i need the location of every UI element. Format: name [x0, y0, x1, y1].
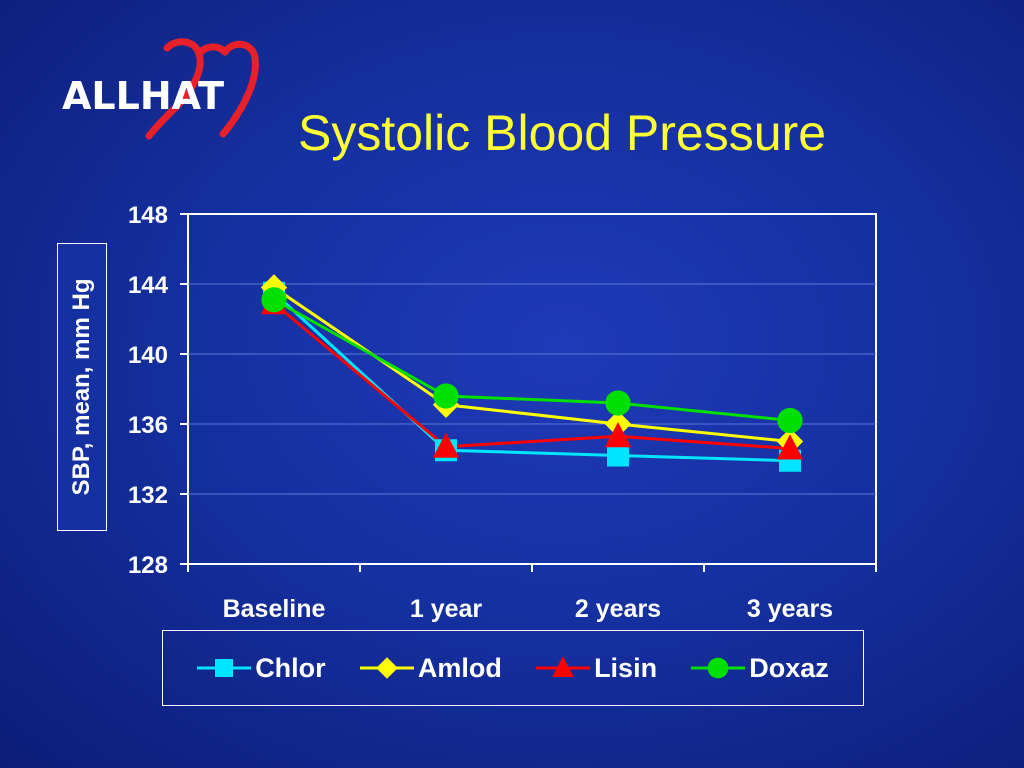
- y-tick-label: 140: [128, 342, 168, 369]
- legend-label: Doxaz: [749, 652, 829, 683]
- data-point-doxaz: [261, 287, 287, 313]
- x-tick-label: 1 year: [410, 595, 483, 623]
- chart-title: Systolic Blood Pressure: [298, 105, 827, 161]
- x-tick-label: Baseline: [223, 595, 326, 623]
- data-point-doxaz: [777, 407, 803, 434]
- allhat-heart-logo: [145, 38, 259, 140]
- legend-swatch-chlor: [197, 659, 252, 677]
- legend-item-amlod: Amlod: [359, 652, 502, 684]
- legend-label: Chlor: [255, 652, 326, 683]
- x-tick-label: 2 years: [575, 595, 661, 623]
- series-line-amlod: [273, 286, 791, 443]
- legend-label: Lisin: [594, 652, 658, 683]
- y-axis-label-box: [57, 243, 107, 531]
- legend-item-lisin: Lisin: [536, 653, 657, 684]
- series-line-chlor: [272, 291, 791, 463]
- data-point-lisin: [604, 421, 632, 448]
- legend-item-doxaz: Doxaz: [691, 653, 829, 684]
- legend-swatch-amlod: [359, 657, 414, 679]
- legend: Chlor Amlod Lisin Doxaz: [162, 630, 864, 706]
- x-axis-ticks: Baseline 1 year 2 years 3 years: [187, 564, 877, 623]
- legend-item-chlor: Chlor: [197, 653, 326, 684]
- data-point-doxaz: [433, 383, 459, 409]
- series-line-lisin: [273, 302, 791, 450]
- allhat-logo-text: ALLHAT: [62, 74, 225, 118]
- gridlines: [188, 283, 876, 495]
- data-point-lisin: [776, 434, 804, 460]
- series-line-doxaz: [273, 298, 791, 422]
- data-point-lisin: [432, 432, 460, 458]
- y-tick-label: 144: [128, 272, 169, 299]
- data-point-chlor: [607, 444, 629, 467]
- legend-label: Amlod: [417, 652, 502, 683]
- y-axis-ticks: 128 132 136 140 144 148: [128, 202, 188, 579]
- y-tick-label: 132: [128, 482, 168, 509]
- y-tick-label: 148: [128, 202, 168, 229]
- data-point-doxaz: [605, 390, 631, 416]
- x-tick-label: 3 years: [747, 595, 833, 623]
- y-tick-label: 136: [128, 412, 168, 439]
- plot-area: [187, 213, 877, 565]
- y-tick-label: 128: [128, 552, 168, 579]
- legend-swatch-doxaz: [691, 657, 746, 679]
- legend-swatch-lisin: [536, 656, 591, 677]
- series-lines: [260, 274, 804, 472]
